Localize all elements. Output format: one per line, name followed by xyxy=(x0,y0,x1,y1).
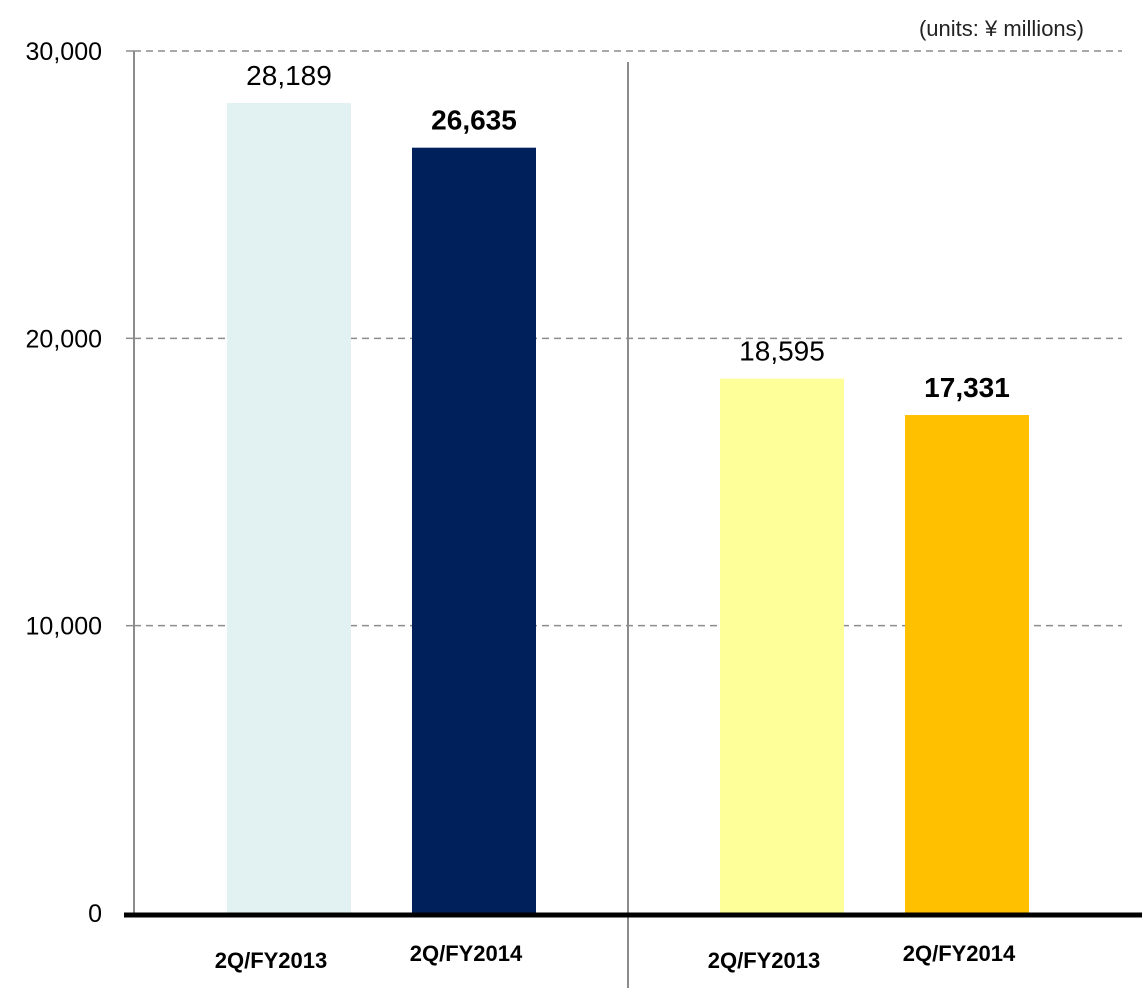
y-tick-label: 0 xyxy=(88,900,102,928)
bar xyxy=(227,103,351,913)
y-tick-label: 30,000 xyxy=(26,38,102,66)
y-tick-label: 20,000 xyxy=(26,325,102,353)
category-labels: 2Q/FY2013 2Q/FY2014 2Q/FY2013 2Q/FY2014 xyxy=(215,941,1016,973)
y-tick-label: 10,000 xyxy=(26,613,102,641)
category-label: 2Q/FY2014 xyxy=(903,941,1016,966)
category-label: 2Q/FY2013 xyxy=(708,948,821,973)
data-label: 28,189 xyxy=(246,60,332,91)
category-label: 2Q/FY2013 xyxy=(215,948,328,973)
bar xyxy=(412,147,536,913)
units-label: (units: ¥ millions) xyxy=(919,16,1084,41)
data-label: 17,331 xyxy=(924,372,1010,403)
category-label: 2Q/FY2014 xyxy=(410,941,523,966)
bar xyxy=(905,415,1029,913)
data-label: 18,595 xyxy=(739,336,825,367)
y-axis-ticks: 0 10,000 20,000 30,000 xyxy=(26,38,102,928)
data-label: 26,635 xyxy=(431,105,517,136)
bar xyxy=(720,378,844,913)
data-labels: 28,189 26,635 18,595 17,331 xyxy=(246,60,1010,403)
bars xyxy=(227,103,1029,913)
